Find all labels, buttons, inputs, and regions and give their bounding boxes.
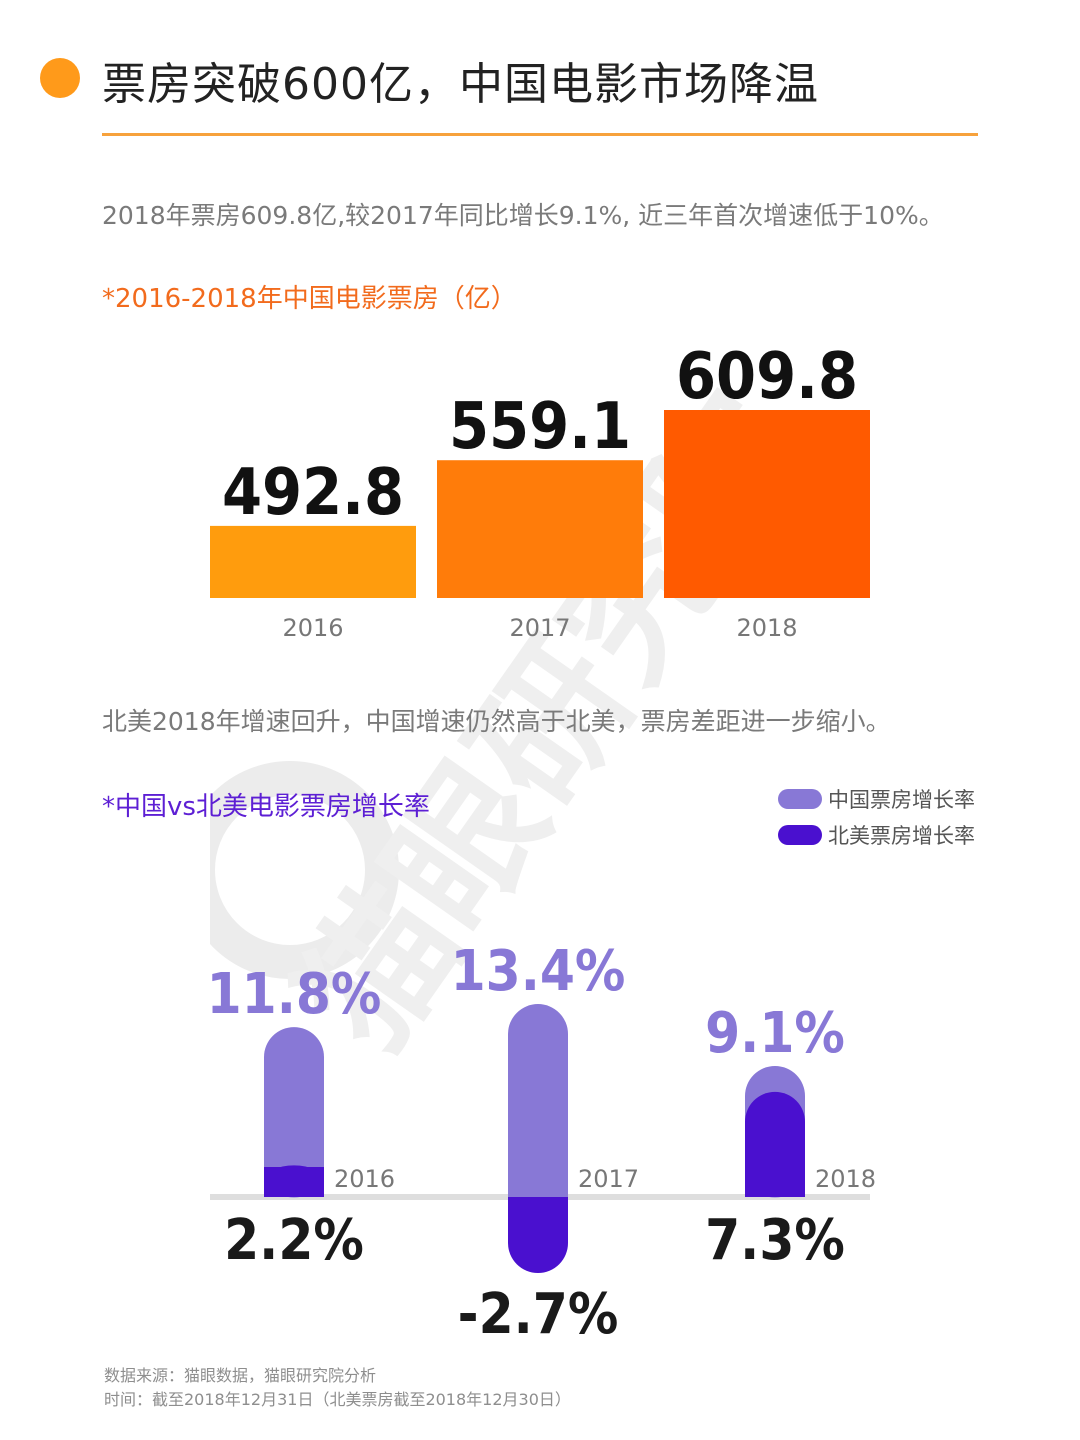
legend-label-china: 中国票房增长率: [828, 788, 975, 812]
bar-2018: [664, 410, 870, 598]
legend-item-china: 中国票房增长率: [778, 786, 975, 812]
bar-value-label: 559.1: [449, 390, 631, 464]
box-office-bar-chart: 492.8 2016 559.1 2017 609.8 2018: [210, 340, 870, 642]
growth-chart-title: *中国vs北美电影票房增长率: [102, 792, 430, 822]
box-office-chart-title: *2016-2018年中国电影票房（亿）: [102, 284, 517, 314]
page-title: 票房突破600亿，中国电影市场降温: [102, 59, 819, 110]
china-growth-bar-base: [508, 1167, 568, 1197]
bar-value-label: 609.8: [676, 340, 858, 414]
bar-2017: [437, 460, 643, 598]
x-tick-label: 2018: [815, 1165, 876, 1193]
na-growth-label: -2.7%: [458, 1282, 619, 1347]
title-bullet-dot: [40, 58, 80, 98]
x-tick-label: 2016: [334, 1165, 395, 1193]
x-tick-label: 2017: [578, 1165, 639, 1193]
footer-time: 时间：截至2018年12月31日（北美票房截至2018年12月30日）: [104, 1390, 571, 1409]
footer-source: 数据来源：猫眼数据，猫眼研究院分析: [104, 1366, 377, 1385]
china-growth-label: 13.4%: [451, 939, 626, 1004]
na-growth-label: 2.2%: [224, 1208, 364, 1273]
bar-value-label: 492.8: [222, 456, 404, 530]
china-growth-label: 9.1%: [705, 1001, 845, 1066]
legend-label-north-america: 北美票房增长率: [828, 824, 975, 848]
china-growth-bar-2016: [264, 1027, 324, 1198]
na-growth-bar-base: [264, 1167, 324, 1197]
na-growth-bar-base: [508, 1197, 568, 1227]
legend-item-north-america: 北美票房增长率: [778, 822, 975, 848]
na-growth-bar-base: [745, 1167, 805, 1197]
bar-2016: [210, 525, 416, 598]
growth-summary: 北美2018年增速回升，中国增速仍然高于北美，票房差距进一步缩小。: [102, 707, 891, 736]
legend-swatch-china: [778, 789, 822, 809]
china-growth-bar-2017: [508, 1004, 568, 1198]
x-tick-label: 2016: [282, 614, 343, 642]
title-divider: [102, 133, 978, 136]
china-growth-label: 11.8%: [207, 962, 382, 1027]
box-office-summary: 2018年票房609.8亿,较2017年同比增长9.1%, 近三年首次增速低于1…: [102, 201, 944, 230]
footer: 数据来源：猫眼数据，猫眼研究院分析 时间：截至2018年12月31日（北美票房截…: [104, 1364, 571, 1412]
x-tick-label: 2018: [736, 614, 797, 642]
legend-swatch-north-america: [778, 825, 822, 845]
x-tick-label: 2017: [509, 614, 570, 642]
growth-rate-chart: 11.8% 2.2% 2016 13.4% -2.7% 2017 9.1% 7.3% 2018: [207, 939, 876, 1347]
na-growth-label: 7.3%: [705, 1208, 845, 1273]
